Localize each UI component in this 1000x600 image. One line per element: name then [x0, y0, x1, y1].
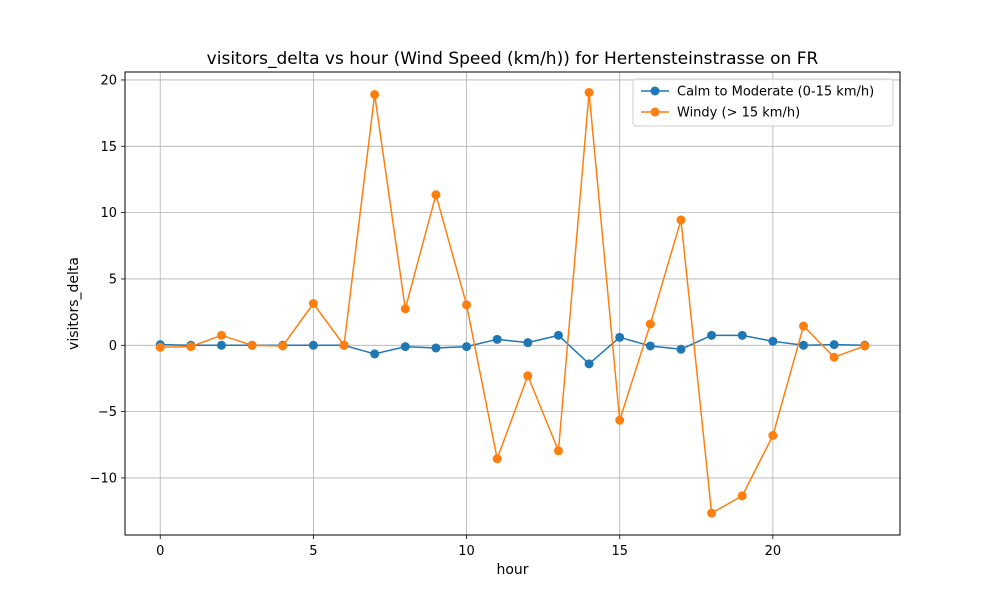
data-point: [645, 341, 655, 351]
legend-label: Calm to Moderate (0-15 km/h): [677, 85, 874, 100]
data-point: [584, 359, 594, 369]
data-point: [186, 342, 196, 352]
data-point: [155, 342, 165, 352]
x-axis-label: hour: [496, 562, 528, 578]
y-tick-label: 20: [100, 73, 117, 88]
y-axis-label: visitors_delta: [66, 257, 82, 350]
y-tick-label: 0: [109, 339, 117, 354]
data-point: [370, 349, 380, 359]
series-line: [160, 91, 866, 514]
data-point: [707, 330, 717, 340]
data-point: [247, 340, 257, 350]
data-point: [768, 431, 778, 440]
data-point: [645, 319, 655, 329]
data-point: [216, 340, 226, 350]
x-tick-label: 5: [309, 544, 317, 559]
y-tick-label: −10: [90, 471, 117, 486]
legend-marker: [650, 86, 660, 96]
y-tick-label: 5: [109, 272, 117, 287]
x-tick-label: 20: [765, 544, 782, 559]
data-point: [615, 415, 625, 425]
data-point: [737, 330, 747, 340]
data-point: [523, 338, 533, 348]
data-point: [216, 330, 226, 340]
axis-ticks: 0 5 10 15 20 −10 −5 0 5 10 15 20: [90, 73, 782, 559]
legend-label: Windy (> 15 km/h): [677, 106, 800, 121]
data-point: [400, 304, 410, 314]
data-point: [615, 332, 625, 342]
data-point: [584, 88, 594, 98]
y-tick-label: −5: [98, 405, 117, 420]
data-point: [737, 491, 747, 501]
data-point: [308, 340, 318, 350]
data-point: [400, 342, 410, 352]
data-series: [155, 88, 870, 518]
data-point: [462, 300, 472, 310]
legend-box: [632, 78, 894, 127]
y-tick-label: 15: [100, 140, 117, 155]
legend: Calm to Moderate (0-15 km/h) Windy (> 15 …: [632, 78, 894, 127]
x-tick-label: 0: [156, 544, 164, 559]
data-point: [676, 344, 686, 354]
data-point: [860, 341, 870, 351]
data-point: [829, 340, 839, 350]
data-point: [431, 190, 441, 200]
data-point: [676, 215, 686, 225]
legend-marker: [650, 107, 660, 117]
data-point: [492, 334, 502, 344]
data-point: [462, 342, 472, 352]
data-point: [829, 352, 839, 362]
series-2: [155, 88, 870, 518]
plot-frame: [124, 71, 901, 536]
data-point: [492, 454, 502, 464]
data-point: [339, 340, 349, 350]
data-point: [768, 336, 778, 346]
y-tick-label: 10: [100, 206, 117, 221]
x-tick-label: 10: [458, 544, 475, 559]
data-point: [431, 343, 441, 353]
data-point: [799, 321, 809, 331]
data-point: [308, 299, 318, 308]
data-point: [523, 371, 533, 381]
chart-title: visitors_delta vs hour (Wind Speed (km/h…: [207, 49, 819, 69]
x-tick-label: 15: [611, 544, 628, 559]
data-point: [553, 446, 563, 456]
data-point: [553, 330, 563, 340]
data-point: [370, 90, 380, 100]
data-point: [707, 508, 717, 518]
data-point: [799, 340, 809, 350]
data-point: [278, 341, 288, 351]
